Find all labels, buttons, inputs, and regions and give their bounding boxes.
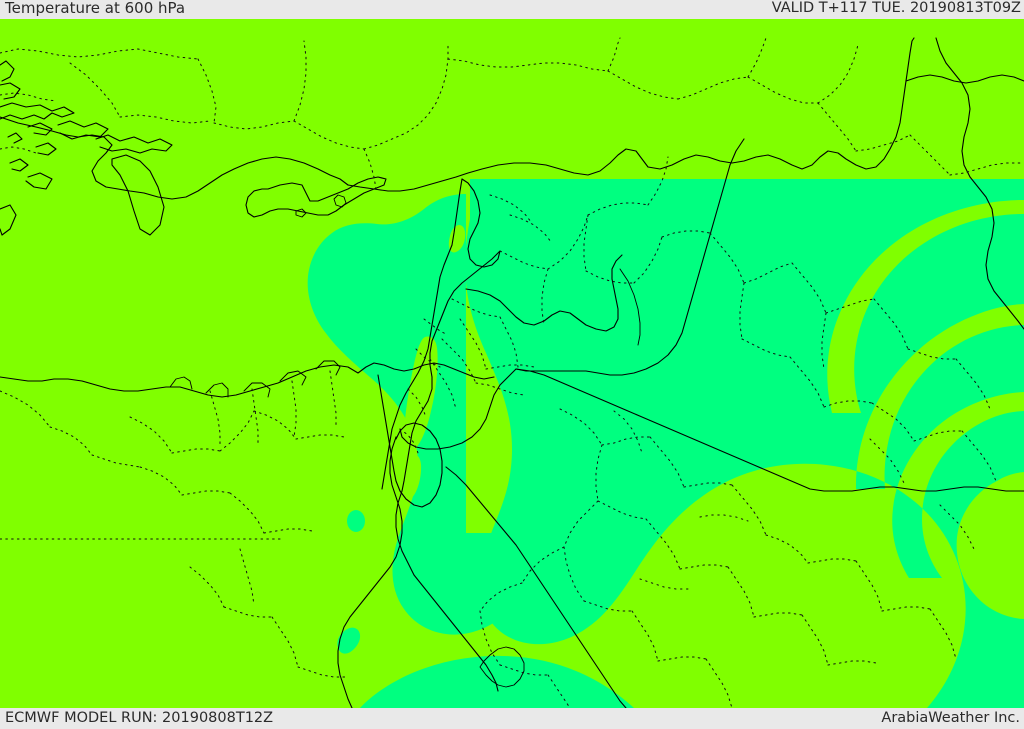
map-admin-detail-arabia (613, 410, 975, 590)
border-syria-iraq (515, 138, 745, 376)
coast-egypt-mediterranean (0, 362, 495, 398)
warm-patch-sinai (337, 627, 361, 654)
cool-island-aqaba (400, 454, 422, 501)
border-jordan-aqaba (399, 368, 517, 450)
coast-nile-delta-detail (169, 360, 341, 398)
coast-aqaba-east (479, 646, 525, 688)
map-viewport[interactable] (0, 19, 1024, 708)
warm-patch-nile (347, 510, 365, 532)
warm-mass-arabia[interactable] (458, 179, 1024, 708)
border-jordan (465, 254, 623, 332)
cool-island-dead-sea-2 (448, 224, 466, 253)
coast-cyprus (245, 176, 387, 218)
valid-time-label: VALID T+117 TUE. 20190813T09Z (771, 0, 1021, 16)
coast-turkey-south (0, 60, 173, 236)
coast-saudi-west (445, 466, 627, 708)
coast-sinai-south (395, 422, 443, 508)
coast-sinai-red-sea (395, 490, 499, 692)
header-bar: Temperature at 600 hPa VALID T+117 TUE. … (0, 0, 1024, 19)
border-turkey-syria (347, 37, 915, 192)
warm-tongue-red-sea[interactable] (360, 655, 634, 708)
coast-suez-gulf (337, 436, 403, 708)
coast-sinai-west (377, 374, 397, 482)
map-admin-boundaries (0, 37, 1021, 708)
cyprus-interior-detail (295, 194, 347, 218)
border-iraq-iran (935, 37, 1024, 330)
forecast-map[interactable] (0, 19, 1024, 708)
provider-label: ArabiaWeather Inc. (881, 710, 1020, 726)
border-jordan-saudi (515, 368, 1024, 492)
footer-bar: ECMWF MODEL RUN: 20190808T12Z ArabiaWeat… (0, 708, 1024, 729)
warm-lobe-mediterranean[interactable] (307, 194, 557, 635)
river-euphrates (619, 268, 641, 346)
coast-levant (381, 178, 463, 490)
border-turkey-iraq (905, 74, 1024, 84)
coast-turkey-mediterranean (0, 116, 349, 200)
model-run-label: ECMWF MODEL RUN: 20190808T12Z (5, 710, 274, 726)
page-title: Temperature at 600 hPa (5, 0, 186, 17)
border-lebanon-syria (461, 178, 501, 268)
map-coastlines (0, 37, 1024, 708)
